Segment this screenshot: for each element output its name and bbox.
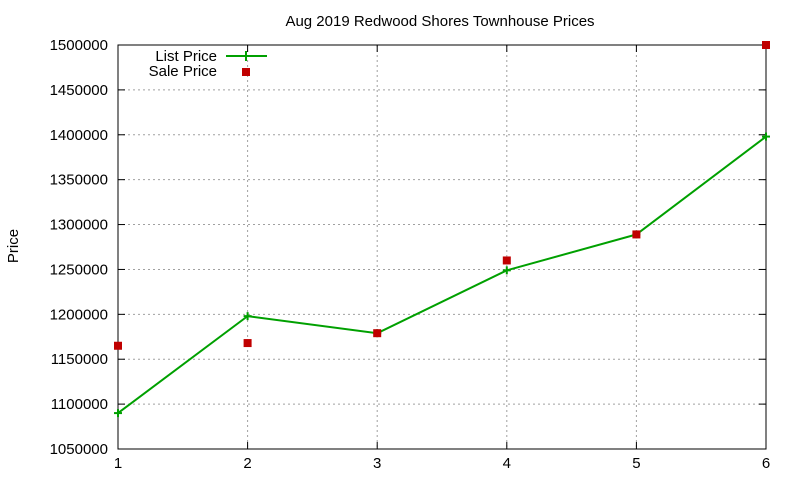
y-tick-label: 1400000 — [50, 127, 108, 144]
y-tick-label: 1500000 — [50, 37, 108, 54]
axis-ticks: 1050000 1100000 1150000 1200000 1250000 13000… — [50, 37, 771, 472]
y-tick-label: 1300000 — [50, 217, 108, 234]
x-tick-label: 2 — [243, 455, 251, 472]
y-tick-label: 1100000 — [51, 396, 108, 413]
y-tick-label: 1150000 — [51, 351, 108, 368]
x-tick-label: 1 — [114, 455, 122, 472]
legend-label-sale-price: Sale Price — [149, 63, 217, 80]
sale-price-point — [114, 341, 122, 350]
data-series — [114, 41, 770, 418]
list-price-point — [502, 266, 511, 275]
sale-price-point — [632, 230, 641, 239]
grid-lines — [118, 45, 766, 449]
chart-title: Aug 2019 Redwood Shores Townhouse Prices — [285, 13, 594, 30]
y-axis-label: Price — [5, 229, 22, 263]
x-tick-label: 4 — [503, 455, 511, 472]
y-tick-label: 1350000 — [50, 172, 108, 189]
sale-price-point — [373, 329, 382, 338]
y-tick-label: 1200000 — [50, 306, 108, 323]
list-price-point — [243, 312, 252, 321]
x-tick-label: 3 — [373, 455, 381, 472]
list-price-line — [117, 135, 767, 414]
x-tick-label: 5 — [632, 455, 640, 472]
sale-price-point — [502, 256, 511, 265]
series-sale-price — [114, 41, 770, 350]
legend-label-list-price: List Price — [155, 48, 217, 65]
y-tick-label: 1450000 — [50, 82, 108, 99]
legend-marker-sale-price — [242, 68, 250, 76]
legend: List Price Sale Price — [149, 48, 267, 80]
plot-border — [117, 44, 767, 450]
y-tick-label: 1050000 — [50, 441, 108, 458]
sale-price-point — [243, 339, 252, 348]
legend-marker-list-price — [241, 51, 251, 61]
x-tick-label: 6 — [762, 455, 770, 472]
y-tick-label: 1250000 — [50, 261, 108, 278]
sale-price-point — [762, 41, 770, 49]
list-price-point — [762, 132, 770, 141]
list-price-point — [114, 409, 122, 418]
